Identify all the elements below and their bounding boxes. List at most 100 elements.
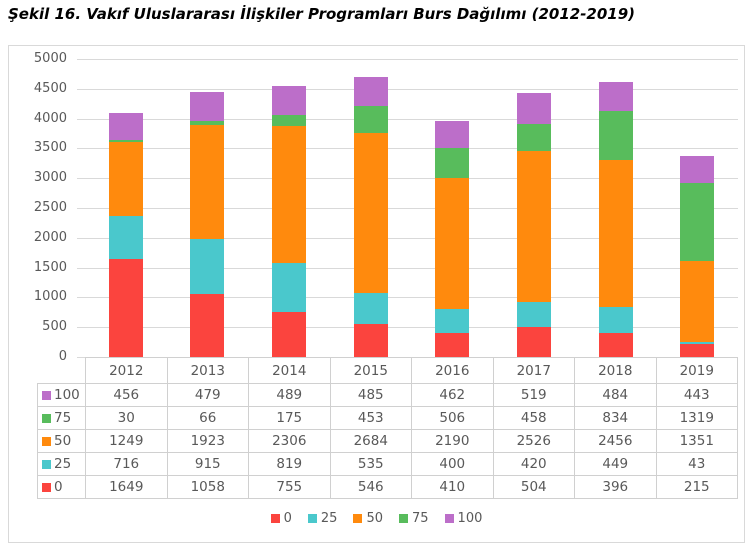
y-axis-tick-label: 4000 bbox=[33, 110, 67, 126]
y-axis: 0 500 1000 1500 2000 2500 3000 3500 4000 4500 5000 bbox=[11, 51, 67, 364]
year-header-2019: 2019 bbox=[655, 357, 738, 384]
table-cell-100-2012: 456 bbox=[85, 383, 168, 407]
table-cell-25-2014: 819 bbox=[248, 452, 331, 476]
bar-group-2017 bbox=[493, 59, 575, 357]
table-cell-75-2018: 834 bbox=[574, 406, 657, 430]
bar-segment-25-2018 bbox=[598, 306, 633, 334]
bar-segment-100-2015 bbox=[353, 76, 388, 106]
bar-segment-100-2019 bbox=[680, 156, 715, 183]
y-axis-tick-label: 1000 bbox=[33, 289, 67, 305]
y-axis-tick-label: 2000 bbox=[33, 229, 67, 245]
table-cell-75-2017: 458 bbox=[492, 406, 575, 430]
bar-group-2013 bbox=[167, 59, 249, 357]
gridline-1500 bbox=[77, 267, 738, 269]
stacked-bar-2019 bbox=[680, 156, 715, 357]
year-header-2015: 2015 bbox=[329, 357, 412, 384]
table-cell-50-2017: 2526 bbox=[492, 429, 575, 453]
stacked-bar-2017 bbox=[516, 93, 551, 357]
table-cell-50-2019: 1351 bbox=[655, 429, 738, 453]
legend-item-0: 0 bbox=[270, 510, 292, 526]
chart-frame: 0 500 1000 1500 2000 2500 3000 3500 4000 4500 5000… bbox=[8, 45, 745, 543]
stacked-bar-2015 bbox=[353, 76, 388, 357]
gridline-2500 bbox=[77, 208, 738, 209]
year-header-2012: 2012 bbox=[85, 357, 168, 384]
bar-segment-0-2013 bbox=[190, 293, 225, 357]
row-label-25: 25 bbox=[37, 452, 86, 476]
table-cell-0-2012: 1649 bbox=[85, 475, 168, 499]
table-cell-0-2019: 215 bbox=[655, 475, 738, 499]
legend-swatch-50 bbox=[353, 513, 363, 523]
bar-group-2018 bbox=[575, 59, 657, 357]
table-cell-100-2016: 462 bbox=[411, 383, 494, 407]
bar-group-2012 bbox=[85, 59, 167, 357]
bar-segment-25-2016 bbox=[435, 308, 470, 333]
legend-swatch-25 bbox=[307, 513, 317, 523]
bar-group-2014 bbox=[248, 59, 330, 357]
year-header-2014: 2014 bbox=[248, 357, 331, 384]
bar-segment-100-2012 bbox=[108, 112, 143, 140]
gridline-3500 bbox=[77, 148, 738, 150]
year-header-2013: 2013 bbox=[166, 357, 249, 384]
y-axis-tick-label: 2500 bbox=[33, 200, 67, 215]
gridline-2000 bbox=[77, 237, 738, 239]
table-cell-100-2018: 484 bbox=[574, 383, 657, 407]
bar-segment-25-2015 bbox=[353, 292, 388, 325]
stacked-bar-2014 bbox=[272, 86, 307, 357]
row-label-100: 100 bbox=[37, 383, 86, 407]
bar-segment-75-2014 bbox=[272, 115, 307, 126]
legend-item-25: 25 bbox=[307, 511, 337, 526]
series-color-chip-100 bbox=[42, 391, 51, 400]
table-cell-50-2014: 2306 bbox=[248, 429, 331, 453]
table-cell-0-2018: 396 bbox=[574, 475, 657, 499]
legend-item-100: 100 bbox=[444, 511, 482, 526]
table-cell-0-2016: 410 bbox=[411, 475, 494, 499]
table-cell-0-2017: 504 bbox=[492, 475, 575, 499]
bar-group-2015 bbox=[330, 59, 412, 357]
bar-segment-75-2012 bbox=[108, 139, 143, 142]
gridline-1000 bbox=[77, 297, 738, 299]
table-row-75: 75 30 66 175 453 506 458 834 1319 bbox=[37, 406, 738, 430]
table-cell-0-2014: 755 bbox=[248, 475, 331, 499]
bar-segment-0-2017 bbox=[516, 326, 551, 357]
gridline-4000 bbox=[77, 118, 738, 120]
bar-segment-25-2013 bbox=[190, 239, 225, 294]
bar-segment-50-2018 bbox=[598, 160, 633, 307]
stacked-bar-2013 bbox=[190, 92, 225, 357]
table-cell-75-2014: 175 bbox=[248, 406, 331, 430]
figure-title: Şekil 16. Vakıf Uluslararası İlişkiler P… bbox=[8, 5, 636, 23]
table-cell-100-2015: 485 bbox=[329, 383, 412, 407]
legend-swatch-75 bbox=[399, 513, 408, 523]
bar-segment-100-2014 bbox=[272, 86, 307, 116]
table-cell-0-2013: 1058 bbox=[166, 475, 249, 499]
table-cell-50-2013: 1923 bbox=[166, 429, 249, 453]
table-cell-100-2017: 519 bbox=[492, 383, 575, 407]
series-color-chip-25 bbox=[42, 460, 51, 469]
bar-segment-50-2015 bbox=[353, 132, 388, 293]
y-axis-tick-label: 4500 bbox=[33, 80, 67, 96]
stacked-bar-2016 bbox=[435, 120, 470, 357]
table-cell-25-2017: 420 bbox=[492, 452, 575, 476]
bar-segment-100-2018 bbox=[598, 81, 633, 111]
bar-segment-75-2017 bbox=[516, 124, 551, 152]
plot-area bbox=[77, 59, 738, 358]
chart-legend: 0 25 50 75 100 bbox=[9, 508, 744, 528]
bar-segment-50-2012 bbox=[108, 141, 143, 217]
legend-swatch-0 bbox=[270, 513, 280, 523]
table-corner-cell bbox=[38, 358, 86, 384]
table-cell-75-2012: 30 bbox=[85, 406, 168, 430]
row-label-0: 0 bbox=[37, 475, 86, 499]
table-row-50: 50 1249 1923 2306 2684 2190 2526 2456 1351 bbox=[37, 429, 738, 453]
year-header-2016: 2016 bbox=[411, 357, 494, 384]
bar-segment-75-2018 bbox=[598, 110, 633, 161]
bar-segment-25-2014 bbox=[272, 263, 307, 312]
bar-segment-75-2015 bbox=[353, 105, 388, 133]
row-label-50: 50 bbox=[37, 429, 86, 453]
y-axis-tick-label: 500 bbox=[42, 319, 67, 335]
table-cell-25-2015: 535 bbox=[329, 452, 412, 476]
bar-segment-25-2017 bbox=[516, 301, 551, 327]
table-cell-50-2012: 1249 bbox=[85, 429, 168, 453]
bar-group-2019 bbox=[656, 59, 738, 357]
y-axis-tick-label: 5000 bbox=[33, 51, 67, 66]
legend-label-0: 0 bbox=[283, 510, 292, 526]
gridline-500 bbox=[77, 327, 738, 329]
